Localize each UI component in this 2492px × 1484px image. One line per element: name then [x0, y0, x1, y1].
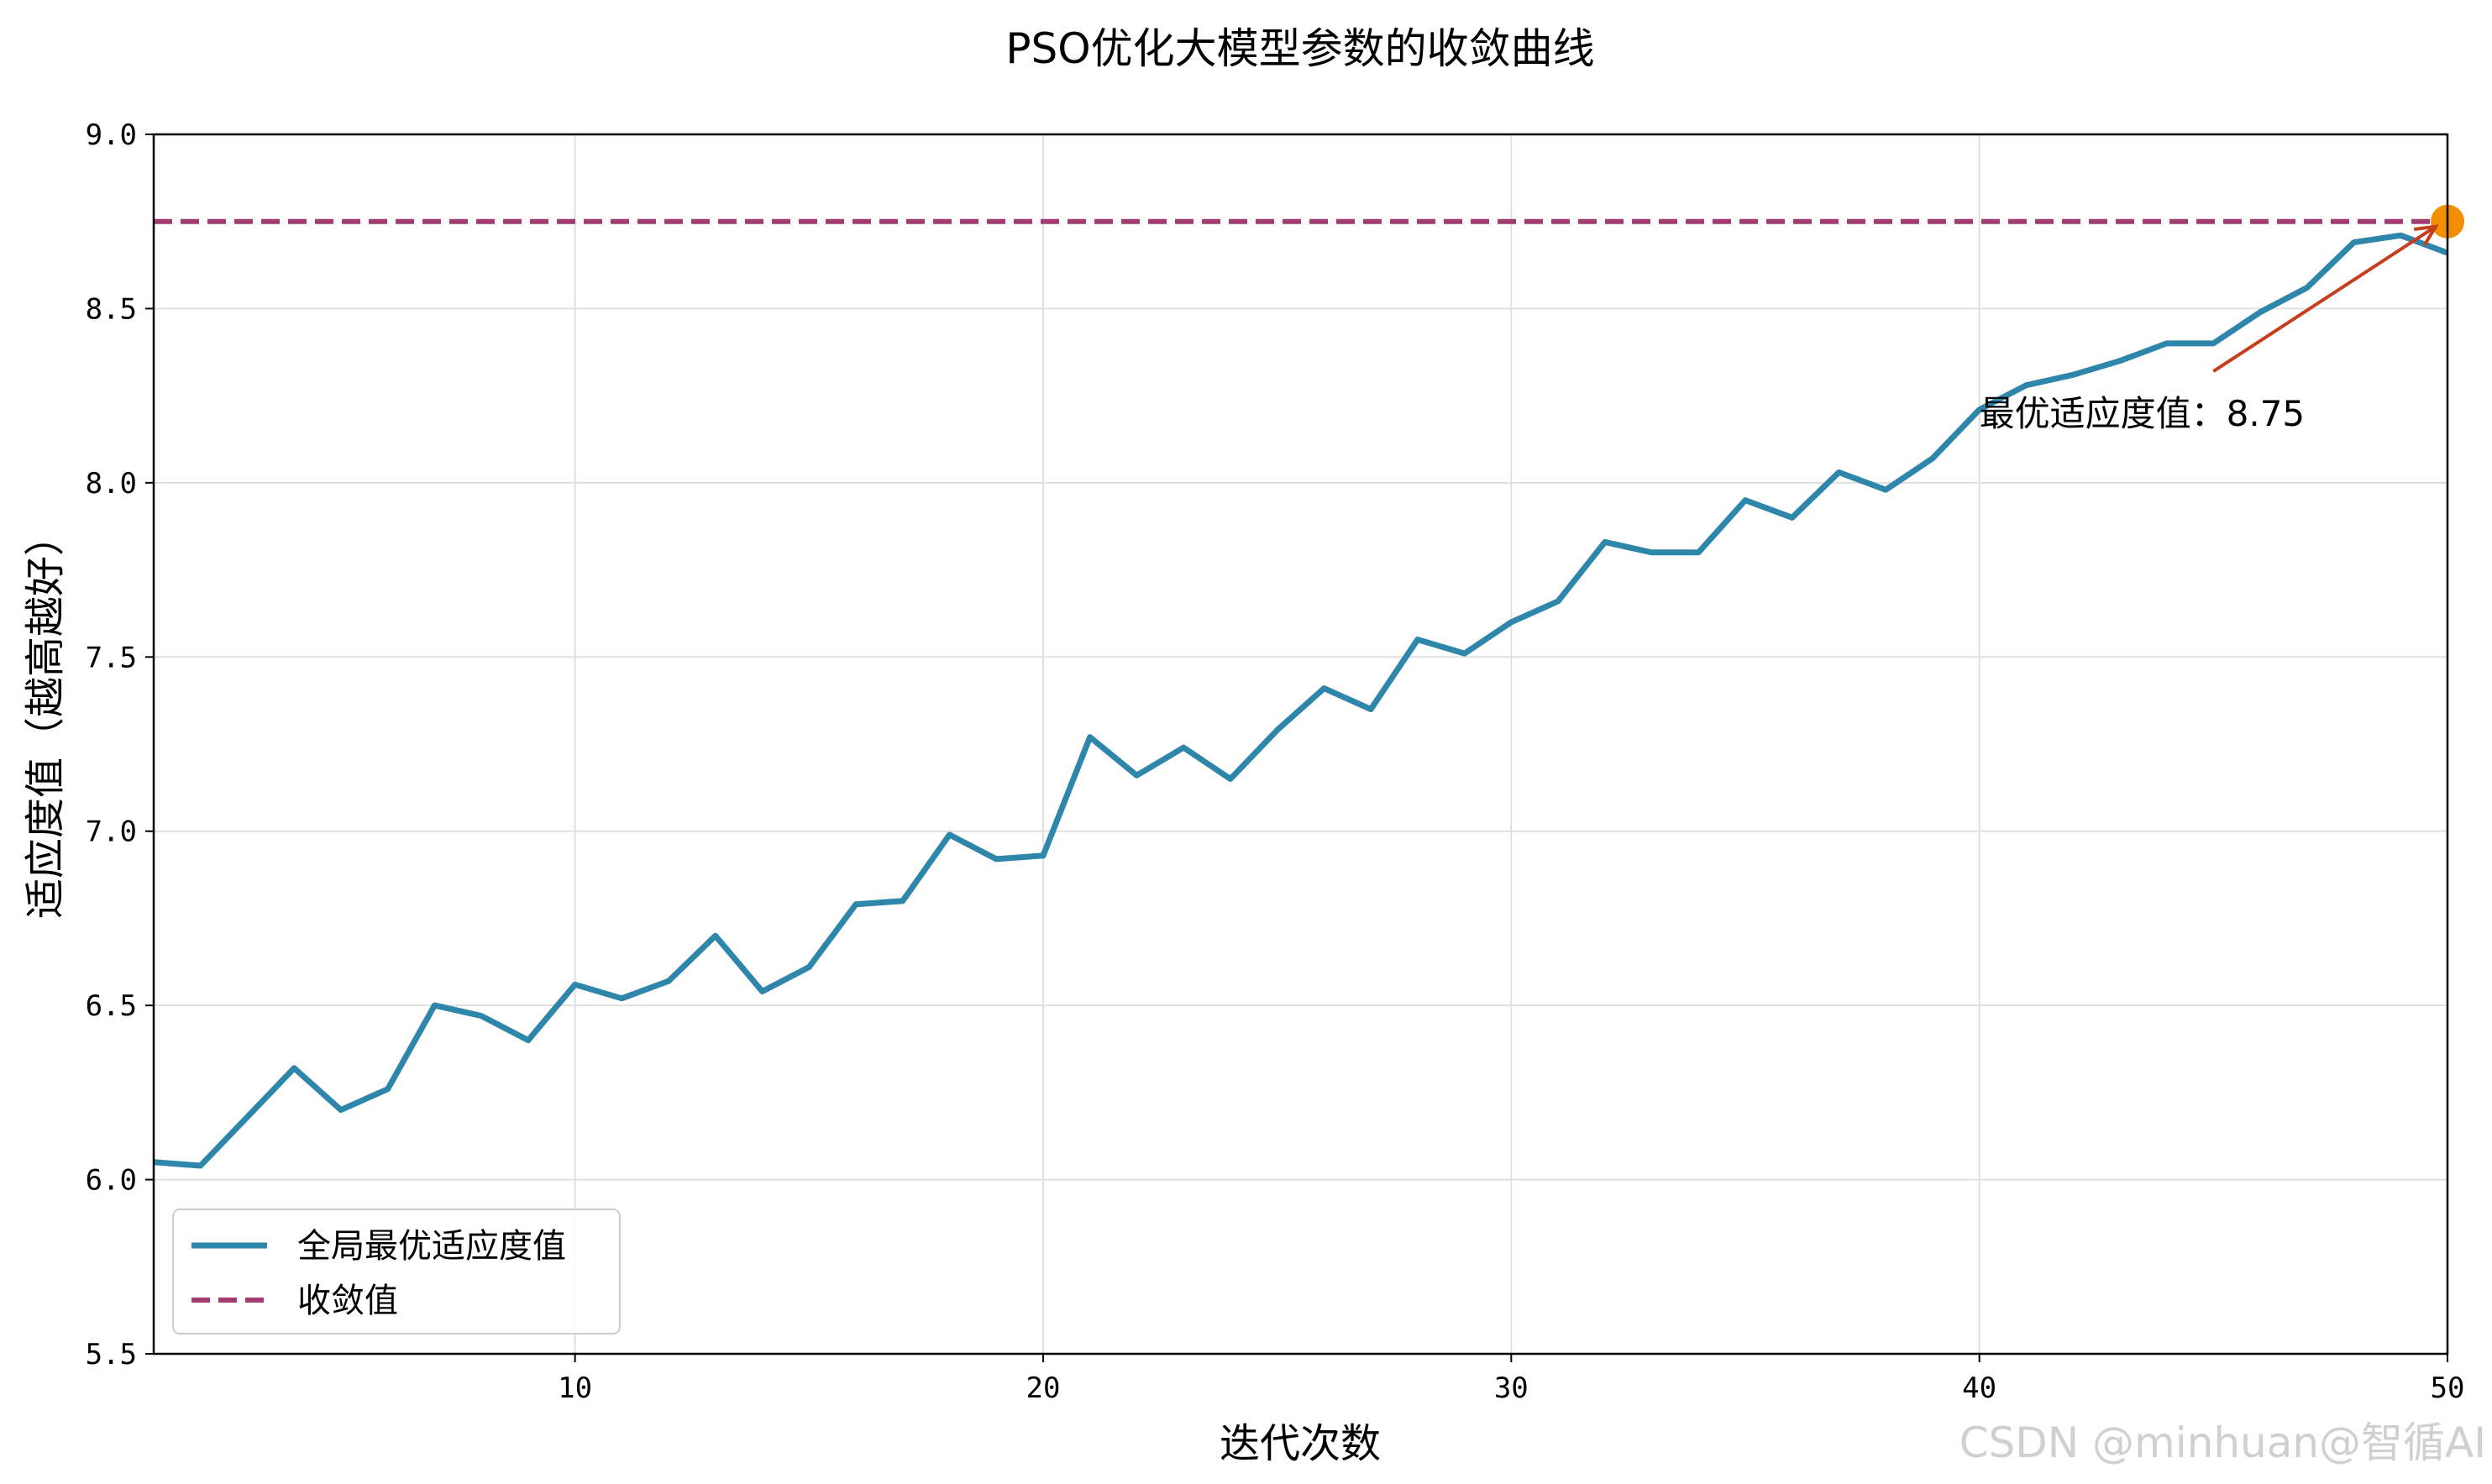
- annotation-layer: 最优适应度值：8.75: [1980, 224, 2439, 434]
- annotation-arrow-line: [2212, 225, 2437, 373]
- y-axis-label: 适应度值（越高越好）: [22, 516, 69, 919]
- grid-lines: [154, 134, 2448, 1355]
- x-tick-label: 50: [2431, 1371, 2465, 1405]
- fitness-series-line: [153, 232, 2449, 1169]
- x-tick-label: 40: [1962, 1371, 1996, 1405]
- legend-label-fitness: 全局最优适应度值: [297, 1227, 566, 1266]
- x-tick-label: 10: [558, 1371, 592, 1405]
- plot-frame: [152, 133, 2449, 1356]
- annotation-arrow-head: [2413, 224, 2439, 247]
- series-layer: [153, 232, 2449, 1169]
- y-tick-label: 7.0: [86, 815, 137, 849]
- y-tick-label: 5.5: [86, 1338, 137, 1371]
- y-tick-label: 6.0: [86, 1164, 137, 1198]
- watermark: CSDN @minhuan@智循AI: [1959, 1418, 2486, 1467]
- legend-label-convergence: 收敛值: [297, 1282, 398, 1320]
- x-axis-ticks: 10 20 30 40 50: [558, 1354, 2464, 1405]
- y-axis-ticks: 5.5 6.0 6.5 7.0 7.5 8.0 8.5 9.0: [86, 118, 154, 1371]
- y-tick-label: 8.5: [86, 292, 137, 326]
- x-tick-label: 20: [1026, 1371, 1060, 1405]
- chart-title: PSO优化大模型参数的收敛曲线: [1005, 24, 1594, 73]
- y-tick-label: 6.5: [86, 989, 137, 1023]
- y-tick-label: 9.0: [86, 118, 137, 152]
- x-axis-label: 迭代次数: [1220, 1420, 1381, 1467]
- y-tick-label: 7.5: [86, 641, 137, 674]
- legend-frame: [172, 1209, 621, 1335]
- annotation-label: 最优适应度值：8.75: [1980, 393, 2306, 434]
- x-tick-label: 30: [1494, 1371, 1529, 1405]
- y-tick-label: 8.0: [86, 467, 137, 501]
- legend: 全局最优适应度值 收敛值: [172, 1209, 621, 1335]
